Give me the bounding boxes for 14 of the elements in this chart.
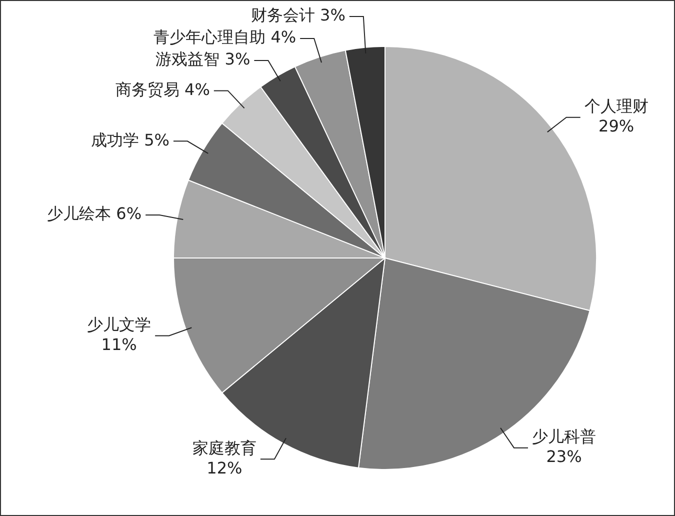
slice-label: 个人理财	[584, 96, 648, 116]
slice-label: 游戏益智 3%	[156, 50, 250, 69]
slice-label: 少儿绘本 6%	[47, 204, 142, 224]
data-label: 11%	[101, 334, 137, 354]
data-label: 29%	[598, 116, 634, 136]
data-label: 12%	[206, 458, 242, 478]
data-label: 23%	[546, 446, 582, 466]
slice-label: 成功学 5%	[90, 130, 170, 150]
slice-label: 财务会计 3%	[250, 6, 346, 25]
slice-label: 少儿科普	[532, 426, 596, 446]
slice-label: 青少年心理自助 4%	[154, 28, 296, 47]
slice-label: 商务贸易 4%	[115, 80, 210, 99]
slice-label: 少儿文学	[87, 314, 152, 334]
slice-label: 家庭教育	[192, 438, 256, 458]
